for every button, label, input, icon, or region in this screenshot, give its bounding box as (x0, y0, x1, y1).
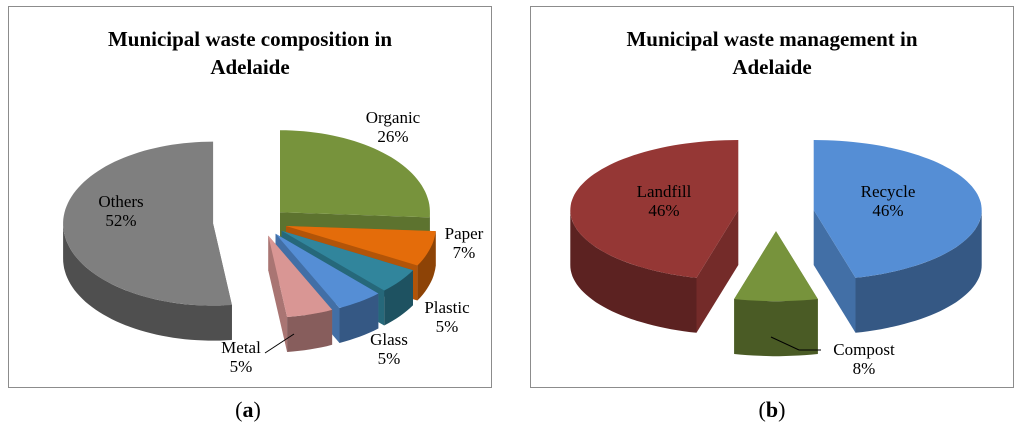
chart-title: Municipal waste composition in Adelaide (9, 25, 491, 81)
pie-slice-landfill (570, 140, 739, 333)
slice-value-compost: 8% (853, 359, 876, 378)
slice-label-metal: Metal (221, 338, 261, 357)
slice-label-plastic: Plastic (424, 298, 470, 317)
chart-title: Municipal waste management in Adelaide (531, 25, 1013, 81)
pie-slice-metal (268, 235, 333, 352)
slice-value-paper: 7% (453, 243, 476, 262)
slice-value-plastic: 5% (436, 317, 459, 336)
caption-paren: ( (758, 397, 766, 422)
slice-value-metal: 5% (230, 357, 253, 376)
slice-label-organic: Organic (366, 108, 421, 127)
caption-paren: ( (235, 397, 243, 422)
slice-label-others: Others (98, 192, 143, 211)
slice-value-landfill: 46% (648, 201, 679, 220)
figure-caption-b: (b) (742, 396, 802, 424)
chart-title-line2: Adelaide (210, 55, 290, 79)
caption-paren: ) (778, 397, 786, 422)
pie-slice-recycle (813, 140, 982, 333)
caption-paren: ) (253, 397, 261, 422)
chart-title-line1: Municipal waste management in (626, 27, 918, 51)
slice-label-landfill: Landfill (637, 182, 692, 201)
slice-label-recycle: Recycle (861, 182, 916, 201)
figure-caption-a: (a) (218, 396, 278, 424)
slice-label-glass: Glass (370, 330, 408, 349)
chart-title-line2: Adelaide (732, 55, 812, 79)
chart-panel-management: Municipal waste management in Adelaide R… (530, 6, 1014, 388)
caption-letter: b (765, 397, 779, 422)
slice-label-compost: Compost (833, 340, 895, 359)
pie-slice-others (63, 141, 232, 341)
slice-value-glass: 5% (378, 349, 401, 368)
leader-line-compost (770, 336, 821, 351)
slice-value-others: 52% (105, 211, 136, 230)
pie-slice-compost (734, 231, 818, 357)
slice-value-recycle: 46% (872, 201, 903, 220)
chart-panel-composition: Municipal waste composition in Adelaide … (8, 6, 492, 388)
slice-value-organic: 26% (377, 127, 408, 146)
chart-title-line1: Municipal waste composition in (107, 27, 393, 51)
pie-chart-composition: Organic26%Paper7%Plastic5%Glass5%Metal5%… (63, 108, 484, 376)
leader-line-metal (264, 333, 295, 354)
caption-letter: a (242, 397, 254, 422)
slice-label-paper: Paper (445, 224, 484, 243)
